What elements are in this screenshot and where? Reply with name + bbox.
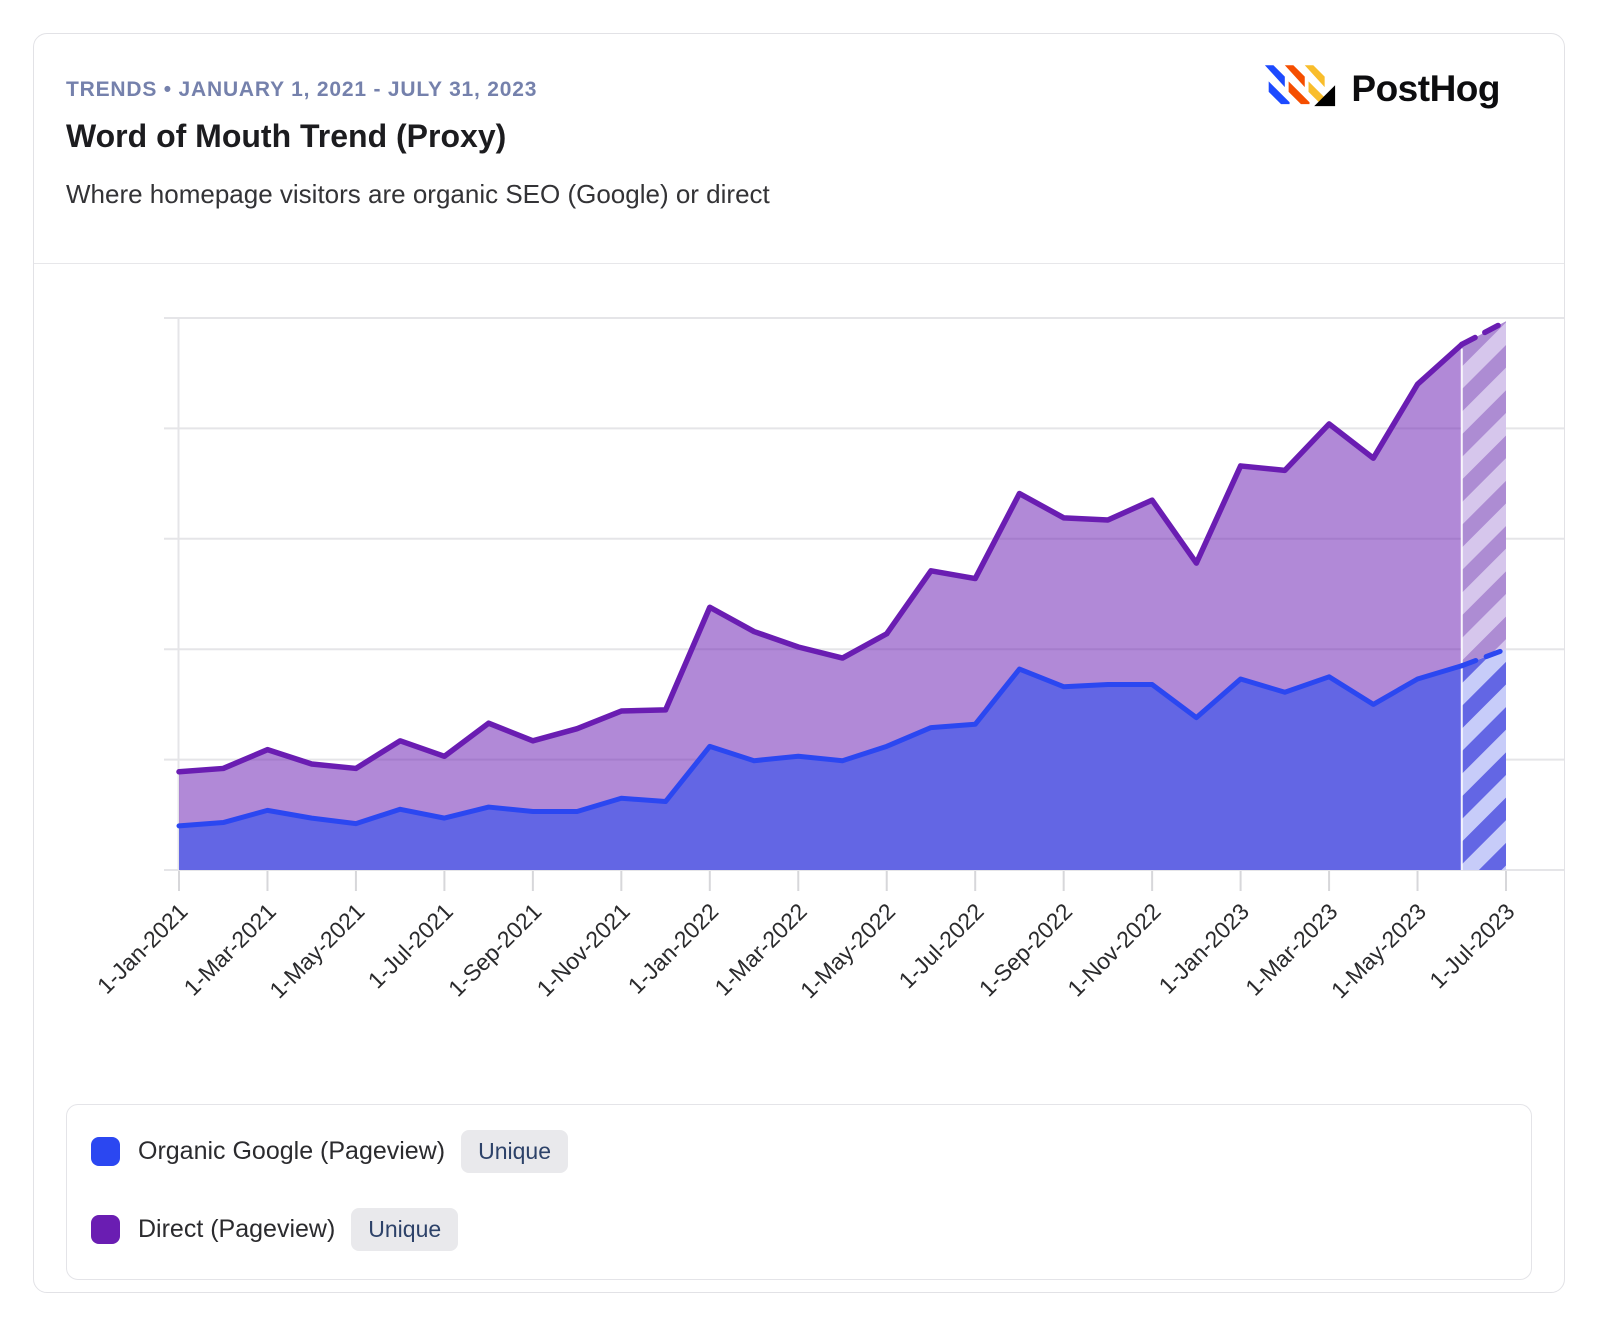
posthog-logo-text: PostHog [1351,68,1500,109]
x-axis-label: 1-Jan-2021 [92,898,193,999]
aggregation-badge: Unique [351,1207,459,1251]
x-axis-label: 1-May-2021 [264,898,369,1003]
legend-item-direct[interactable]: Direct (Pageview) Unique [91,1207,1507,1251]
x-axis-label: 1-Sep-2021 [443,898,546,1001]
x-axis-label: 1-Jul-2023 [1424,898,1519,993]
posthog-logo-mark-icon [1265,65,1336,107]
posthog-logo: PostHog [1263,64,1500,114]
series-swatch-purple [91,1214,120,1244]
chart-legend: Organic Google (Pageview) Unique Direct … [66,1104,1532,1280]
x-axis-label: 1-Sep-2022 [974,898,1077,1001]
x-axis-label: 1-Jul-2022 [893,898,988,993]
x-axis-label: 1-Nov-2022 [1062,898,1165,1001]
insight-header: TRENDS • JANUARY 1, 2021 - JULY 31, 2023… [34,34,1564,264]
x-axis-label: 1-Jan-2022 [623,898,724,999]
insight-subtitle: Where homepage visitors are organic SEO … [66,179,770,209]
x-axis-label: 1-May-2023 [1326,898,1431,1003]
legend-item-organic-google[interactable]: Organic Google (Pageview) Unique [91,1129,1507,1173]
x-axis-label: 1-Jul-2021 [363,898,458,993]
aggregation-badge: Unique [461,1129,568,1173]
series-swatch-blue [91,1136,120,1166]
insight-card: TRENDS • JANUARY 1, 2021 - JULY 31, 2023… [33,33,1565,1293]
x-axis-label: 1-Nov-2021 [531,898,634,1001]
legend-label: Organic Google (Pageview) [138,1136,446,1165]
trend-chart-canvas[interactable]: 1-Jan-20211-Mar-20211-May-20211-Jul-2021… [34,301,1564,1046]
x-axis-label: 1-May-2022 [795,898,900,1003]
insight-eyebrow: TRENDS • JANUARY 1, 2021 - JULY 31, 2023 [66,78,538,101]
insight-title: Word of Mouth Trend (Proxy) [66,118,507,154]
chart-area: 1-Jan-2021 1-Mar-2021 1-May-2021 1-Jul-2021… [34,301,1564,1051]
x-axis-label: 1-Jan-2023 [1153,898,1254,999]
legend-label: Direct (Pageview) [138,1214,336,1243]
